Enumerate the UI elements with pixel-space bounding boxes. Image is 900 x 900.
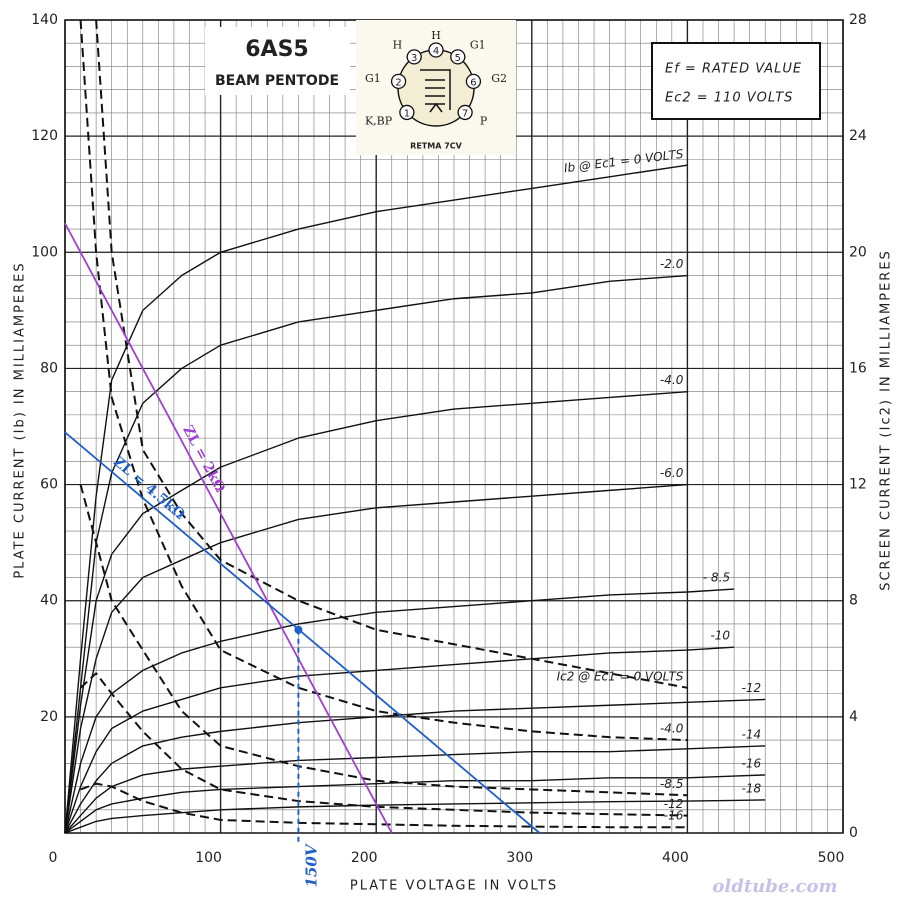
y2-tick-label: 28 (849, 12, 867, 28)
curve-label: Ic2 @ Ec1 = 0 VOLTS (557, 669, 684, 683)
curve-label: -16 (742, 756, 762, 770)
screen-current-curve (79, 484, 688, 797)
curves (64, 19, 766, 843)
curve-label: -10 (710, 629, 730, 643)
chart-title: 6AS5 (245, 37, 309, 62)
curve-label: -2.0 (660, 257, 684, 271)
plate-current-curve (64, 390, 688, 834)
x-tick-label: 500 (818, 850, 845, 866)
curve-label: -12 (742, 681, 762, 695)
operating-point (294, 625, 303, 634)
x-tick-label: 400 (662, 850, 689, 866)
y-tick-label: 40 (40, 593, 58, 609)
y2-tick-label: 8 (849, 593, 858, 609)
condition: Ec2 = 110 VOLTS (665, 91, 793, 106)
curve-label: -4.0 (660, 722, 684, 736)
curve-label: -12 (664, 797, 684, 811)
pin (406, 49, 422, 65)
curve-label: -18 (742, 781, 762, 795)
screen-current-curve (95, 19, 688, 689)
pin (390, 73, 407, 90)
pin-label: H (431, 29, 441, 42)
curve-label: -4.0 (660, 373, 684, 387)
plate-current-curve (64, 164, 688, 834)
load-line (64, 222, 393, 834)
x-tick-label: 300 (506, 850, 533, 866)
load-line (64, 431, 541, 834)
pin-number: 4 (433, 46, 439, 57)
y-tick-label: 60 (40, 477, 58, 493)
y2-tick-label: 4 (849, 709, 858, 725)
pin-label: G2 (491, 72, 507, 85)
pin (399, 104, 415, 121)
conditions-frame (651, 42, 821, 120)
grid (64, 19, 844, 834)
curve-label: -16 (664, 809, 684, 823)
y2-tick-label: 0 (849, 825, 858, 841)
y2-tick-label: 24 (849, 128, 867, 144)
pin (465, 73, 482, 90)
pin-label: H (393, 38, 403, 51)
plate-current-curve (64, 588, 735, 834)
pin (457, 104, 473, 121)
y2-tick-label: 16 (849, 360, 867, 376)
curve-label: -14 (742, 727, 762, 741)
screen-current-curve (79, 672, 688, 817)
x-tick-label: 0 (49, 850, 58, 866)
pin-number: 5 (455, 53, 461, 64)
x-tick-label: 100 (195, 850, 222, 866)
pin-number: 7 (462, 108, 468, 119)
pin (428, 42, 444, 58)
pin-label: K,BP (365, 114, 393, 127)
tube-electrodes (420, 69, 451, 113)
plate-current-curve (64, 483, 688, 834)
y-tick-label: 20 (40, 709, 58, 725)
x-tick-label: 200 (351, 850, 378, 866)
pin-label: P (480, 114, 488, 127)
y-tick-label: 80 (40, 360, 58, 376)
watermark: oldtube.com (712, 876, 837, 897)
x-axis-label: PLATE VOLTAGE IN VOLTS (350, 879, 558, 894)
screen-current-curve (80, 782, 688, 829)
screen-current-curve (79, 19, 688, 742)
plate-current-curve (64, 799, 766, 834)
y-axis-label: PLATE CURRENT (Ib) IN MILLIAMPERES (13, 261, 28, 578)
y2-axis-label: SCREEN CURRENT (Ic2) IN MILLIAMPERES (879, 249, 894, 591)
pin-number: 1 (404, 108, 410, 119)
pin-label: G1 (365, 72, 381, 85)
pin-number: 2 (395, 77, 401, 88)
title-block: 6AS5 BEAM PENTODE (205, 27, 350, 95)
plate-current-curve (64, 646, 735, 834)
y-tick-label: 120 (31, 128, 58, 144)
pin-label: G1 (470, 38, 486, 51)
title-background (205, 27, 350, 95)
condition: Ef = RATED VALUE (665, 62, 802, 77)
y-tick-label: 140 (31, 12, 58, 28)
y2-tick-label: 12 (849, 477, 867, 493)
chart-subtitle: BEAM PENTODE (215, 73, 339, 89)
curve-label: -6.0 (660, 466, 684, 480)
pin-number: 6 (470, 77, 476, 88)
curve-label: - 8.5 (703, 571, 730, 585)
operating-point-label: 150V (302, 843, 320, 887)
conditions-box: Ef = RATED VALUE Ec2 = 110 VOLTS (651, 42, 821, 120)
pin-number: 3 (411, 53, 417, 64)
pin (450, 49, 466, 65)
y-tick-label: 100 (31, 244, 58, 260)
y2-tick-label: 20 (849, 244, 867, 260)
base-caption: RETMA 7CV (410, 142, 462, 151)
curve-label: -8.5 (660, 777, 683, 791)
